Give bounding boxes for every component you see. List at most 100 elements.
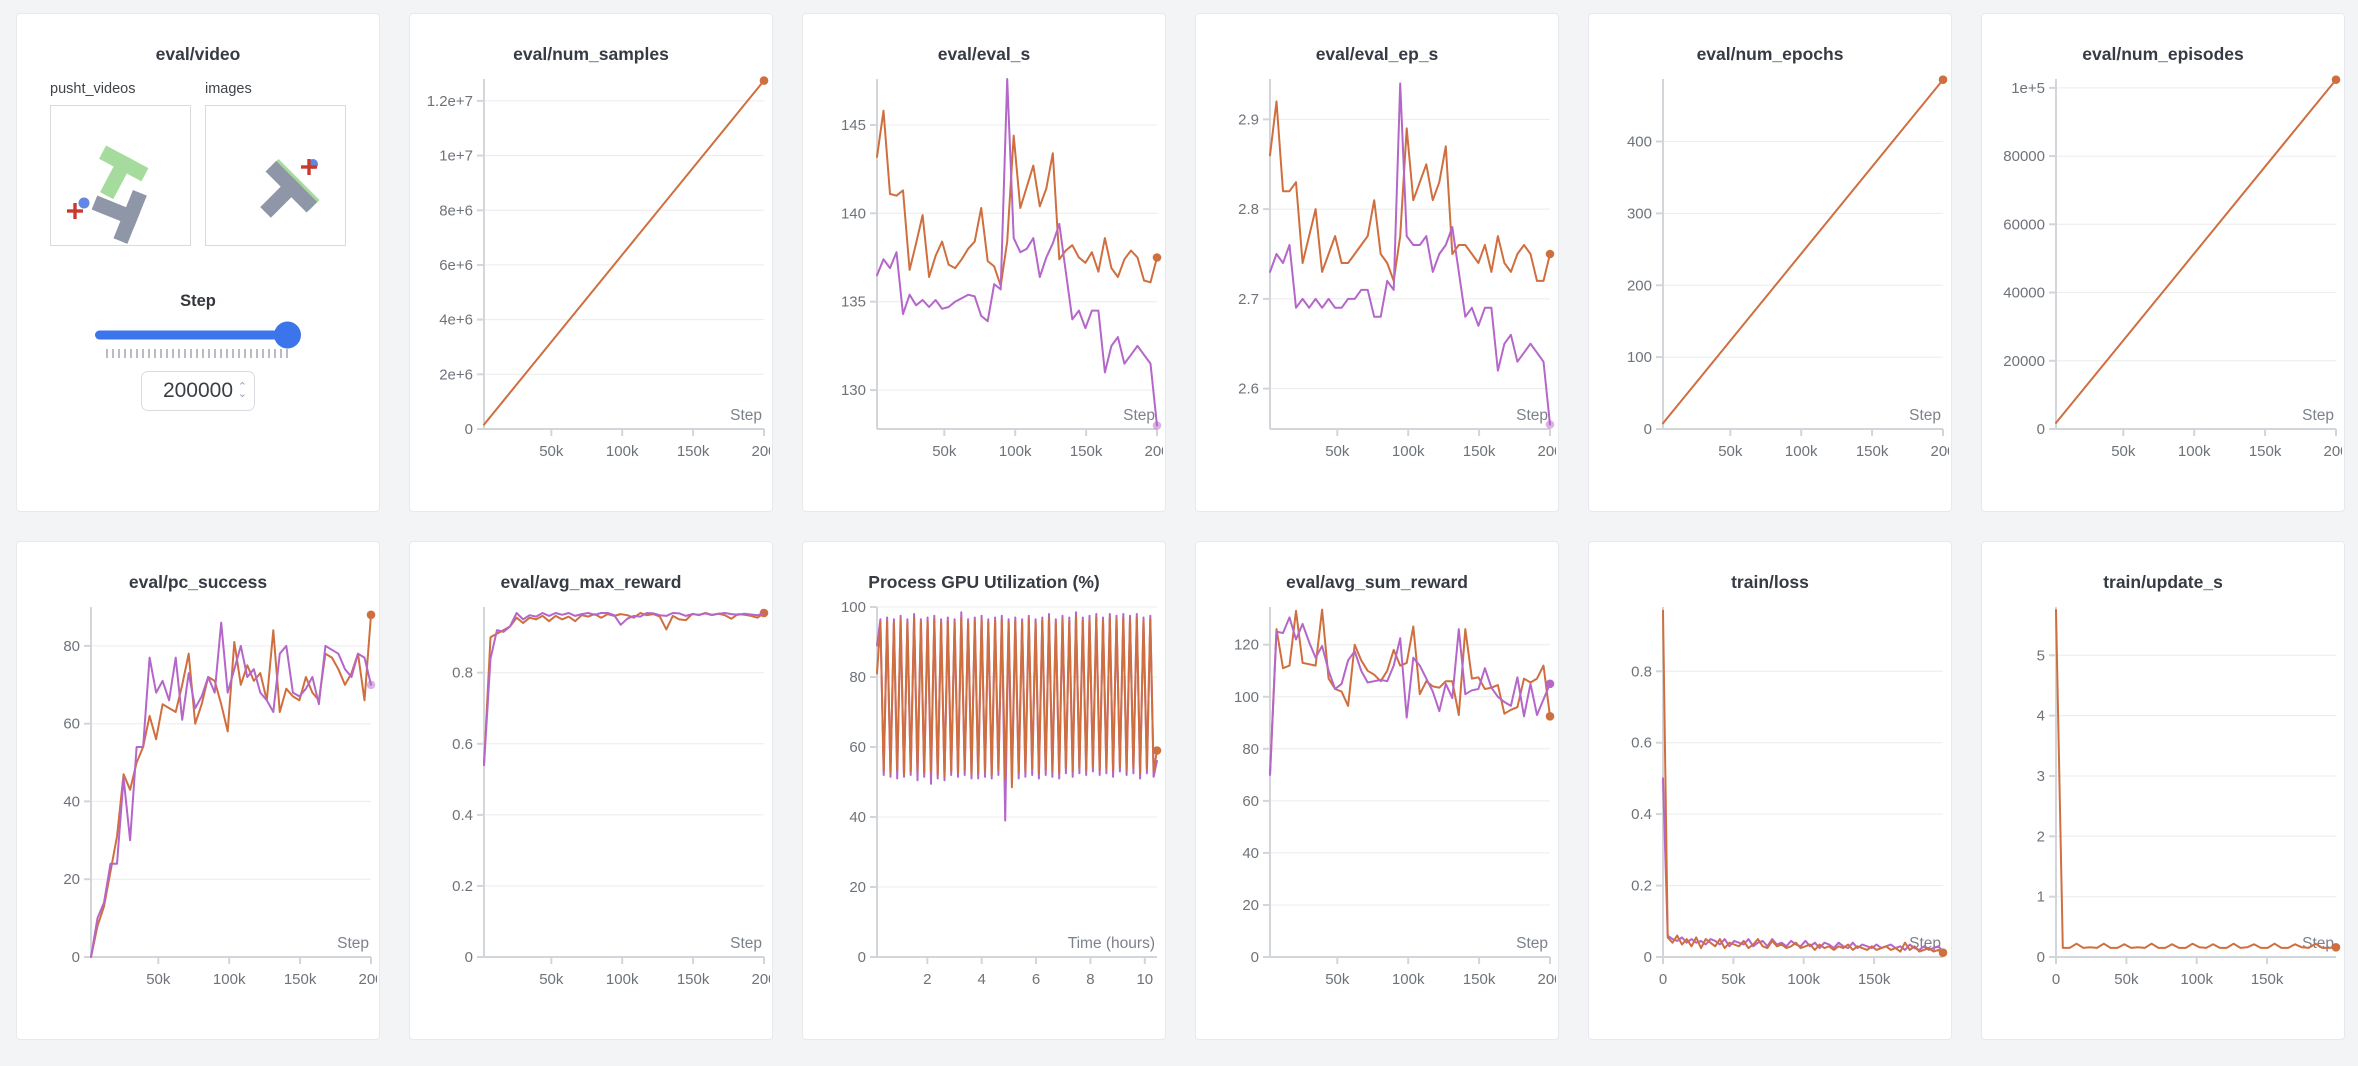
svg-text:150k: 150k	[1463, 443, 1496, 460]
svg-text:50k: 50k	[932, 443, 957, 460]
svg-text:0: 0	[1659, 971, 1667, 988]
svg-text:200: 200	[358, 971, 377, 988]
svg-text:100k: 100k	[1787, 971, 1820, 988]
chart-panel-eval-eval-ep-s[interactable]: eval/eval_ep_s 2.6 2.7 2.8 2.9 50k 100k 150k 20…	[1195, 13, 1559, 512]
svg-text:145: 145	[841, 117, 866, 134]
chart-panel-train-update-s[interactable]: train/update_s 0 1 2 3 4 5 0 50k 100k 150k Step	[1981, 541, 2345, 1040]
chart-plot[interactable]: 0 0.2 0.4 0.6 0.8 0 50k 100k 150k Step	[1589, 601, 1951, 1009]
svg-text:135: 135	[841, 294, 866, 311]
media-figure-pusht-videos: pusht_videos	[50, 81, 191, 246]
chart-title: eval/avg_max_reward	[500, 572, 682, 592]
chart-plot[interactable]: 0 20 40 60 80 100 2 4 6 8 10 Time (hours)	[803, 601, 1165, 1009]
svg-text:2.6: 2.6	[1238, 381, 1259, 398]
svg-text:Time (hours): Time (hours)	[1068, 935, 1155, 952]
red-cross	[67, 203, 83, 219]
svg-text:100: 100	[841, 601, 866, 616]
media-caption: images	[205, 81, 252, 97]
chart-plot[interactable]: 130 135 140 145 50k 100k 150k 200 Step	[803, 73, 1165, 481]
chart-panel-eval-eval-s[interactable]: eval/eval_s 130 135 140 145 50k 100k 150k 200 St…	[802, 13, 1166, 512]
chart-plot[interactable]: 0 100 200 300 400 50k 100k 150k 200 Step	[1589, 73, 1951, 481]
chart-panel-process-gpu-utilization[interactable]: Process GPU Utilization (%) 0 20 40 60 80 100…	[802, 541, 1166, 1040]
svg-text:Step: Step	[2302, 935, 2334, 952]
svg-text:200: 200	[1930, 443, 1949, 460]
gray-t-shape	[91, 190, 147, 244]
chart-panel-eval-avg-sum-reward[interactable]: eval/avg_sum_reward 0 20 40 60 80 100 120 50k 10…	[1195, 541, 1559, 1040]
chart-plot[interactable]: 0 2e+6 4e+6 6e+6 8e+6 1e+7 1.2e+7 50k 100k 150k 20…	[410, 73, 772, 481]
svg-text:0: 0	[1644, 421, 1652, 438]
chart-title: eval/eval_ep_s	[1315, 44, 1439, 64]
chart-title: eval/pc_success	[128, 572, 268, 592]
line-chart: 0 20 40 60 80 50k 100k 150k 200 Step	[63, 607, 377, 988]
svg-text:200: 200	[1627, 277, 1652, 294]
chart-plot[interactable]: 0 1 2 3 4 5 0 50k 100k 150k Step	[1982, 601, 2344, 1009]
svg-text:2: 2	[923, 971, 931, 988]
svg-text:100k: 100k	[213, 971, 246, 988]
chart-panel-eval-num-epochs[interactable]: eval/num_epochs 0 100 200 300 400 50k 100k 150k…	[1588, 13, 1952, 512]
svg-text:20: 20	[1242, 897, 1259, 914]
step-slider[interactable]	[95, 321, 301, 348]
svg-text:0: 0	[465, 949, 473, 966]
svg-text:50k: 50k	[1325, 443, 1350, 460]
line-chart: 0 20 40 60 80 100 2 4 6 8 10 Time (hours)	[841, 601, 1162, 988]
svg-text:40: 40	[849, 809, 866, 826]
line-chart: 130 135 140 145 50k 100k 150k 200 Step	[841, 78, 1163, 460]
svg-text:0.6: 0.6	[1631, 735, 1652, 752]
svg-text:40: 40	[1242, 845, 1259, 862]
svg-text:Step: Step	[1516, 935, 1548, 952]
svg-text:100: 100	[1234, 689, 1259, 706]
svg-text:0.2: 0.2	[452, 878, 473, 895]
slider-track[interactable]	[95, 330, 295, 339]
spinner-up-icon[interactable]: ⌃	[237, 381, 247, 394]
spinner-down-icon[interactable]: ⌄	[237, 388, 247, 400]
blue-dot	[78, 197, 90, 209]
svg-text:80: 80	[849, 669, 866, 686]
panel-title: eval/video	[155, 44, 241, 64]
svg-text:20: 20	[63, 871, 80, 888]
svg-text:100k: 100k	[999, 443, 1032, 460]
chart-plot[interactable]: 0 20000 40000 60000 80000 1e+5 50k 100k 150k 200 S…	[1982, 73, 2344, 481]
chart-plot[interactable]: 0 0.2 0.4 0.6 0.8 50k 100k 150k 200 Step	[410, 601, 772, 1009]
svg-text:150k: 150k	[1463, 971, 1496, 988]
step-input-value[interactable]: 200000	[162, 379, 234, 402]
panel-eval-video[interactable]: eval/video pusht_videos	[16, 13, 380, 512]
green-t-shape	[99, 145, 149, 200]
svg-text:1e+7: 1e+7	[439, 148, 473, 165]
step-spinner[interactable]: ⌃ ⌄	[237, 381, 247, 400]
slider-thumb[interactable]	[274, 321, 301, 348]
svg-text:0: 0	[1644, 949, 1652, 966]
svg-text:0.2: 0.2	[1631, 878, 1652, 895]
chart-plot[interactable]: 0 20 40 60 80 100 120 50k 100k 150k 200 Step	[1196, 601, 1558, 1009]
chart-plot[interactable]: 2.6 2.7 2.8 2.9 50k 100k 150k 200 Step	[1196, 73, 1558, 481]
svg-text:100k: 100k	[2178, 443, 2211, 460]
svg-text:60000: 60000	[2003, 216, 2045, 233]
line-chart: 0 20 40 60 80 100 120 50k 100k 150k 200 Step	[1234, 607, 1556, 988]
svg-text:200: 200	[1144, 443, 1163, 460]
video-thumbnail-images[interactable]	[205, 105, 346, 246]
svg-text:0.8: 0.8	[452, 665, 473, 682]
svg-text:5: 5	[2037, 647, 2045, 664]
chart-title: eval/num_samples	[513, 44, 669, 64]
svg-text:40000: 40000	[2003, 285, 2045, 302]
svg-text:2.8: 2.8	[1238, 201, 1259, 218]
step-input[interactable]: 200000 ⌃ ⌄	[141, 371, 255, 411]
svg-text:150k: 150k	[2249, 443, 2282, 460]
svg-text:150k: 150k	[677, 443, 710, 460]
chart-plot[interactable]: 0 20 40 60 80 50k 100k 150k 200 Step	[17, 601, 379, 1009]
video-thumbnail-pusht-videos[interactable]	[50, 105, 191, 246]
svg-text:Step: Step	[337, 935, 369, 952]
chart-panel-train-loss[interactable]: train/loss 0 0.2 0.4 0.6 0.8 0 50k 100k 150k Step	[1588, 541, 1952, 1040]
svg-text:Step: Step	[1909, 407, 1941, 424]
svg-text:200: 200	[2323, 443, 2342, 460]
chart-panel-eval-num-episodes[interactable]: eval/num_episodes 0 20000 40000 60000 80000 1…	[1981, 13, 2345, 512]
chart-panel-eval-avg-max-reward[interactable]: eval/avg_max_reward 0 0.2 0.4 0.6 0.8 50k 100k…	[409, 541, 773, 1040]
chart-panel-eval-pc-success[interactable]: eval/pc_success 0 20 40 60 80 50k 100k 150k 200 S…	[16, 541, 380, 1040]
chart-panel-eval-num-samples[interactable]: eval/num_samples 0 2e+6 4e+6 6e+6 8e+6 1e+7 1.…	[409, 13, 773, 512]
svg-text:200: 200	[1537, 443, 1556, 460]
svg-text:100k: 100k	[606, 443, 639, 460]
chart-title: train/loss	[1731, 572, 1809, 592]
pusht-scene-image	[260, 159, 320, 218]
svg-text:8e+6: 8e+6	[439, 202, 473, 219]
svg-text:0.4: 0.4	[1631, 806, 1652, 823]
svg-text:8: 8	[1086, 971, 1094, 988]
